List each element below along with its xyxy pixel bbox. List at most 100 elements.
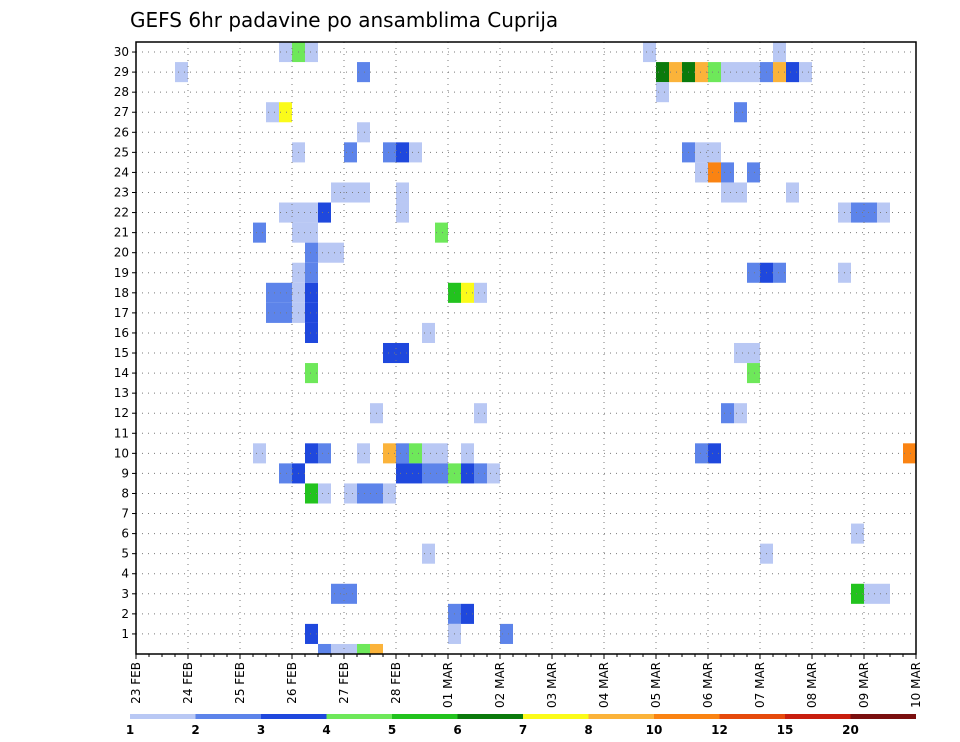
y-axis: 1234567891011121314151617181920212223242… (114, 45, 136, 641)
y-tick-label: 1 (121, 627, 129, 641)
y-tick-label: 13 (114, 386, 129, 400)
heatmap-cell (357, 443, 370, 464)
heatmap-cell (344, 643, 357, 654)
y-tick-label: 10 (114, 446, 129, 460)
heatmap-cell (383, 342, 409, 364)
heatmap-cell (357, 483, 370, 504)
x-tick-label: 08 MAR (805, 662, 819, 708)
heatmap-cell (422, 543, 435, 564)
heatmap-cell (383, 483, 396, 504)
heatmap-cell (786, 182, 799, 203)
x-tick-label: 03 MAR (545, 662, 559, 708)
heatmap-cell (474, 403, 487, 424)
x-tick-label: 25 FEB (233, 662, 247, 704)
heatmap-cell (773, 262, 786, 283)
colorbar-segment (195, 714, 261, 719)
heatmap-cell (266, 282, 292, 303)
heatmap-cell (747, 262, 760, 283)
heatmap-cell (305, 623, 318, 644)
heatmap-cell (435, 222, 448, 243)
colorbar-segment (719, 714, 785, 719)
colorbar: 1 2 3 4 5 6 7 8 10 12 15 20 (126, 714, 916, 737)
colorbar-segment (785, 714, 851, 719)
colorbar-segment (523, 714, 589, 719)
heatmap-cell (396, 182, 409, 203)
heatmap-cell (708, 443, 721, 464)
heatmap-cell (409, 142, 422, 163)
gridlines (136, 42, 916, 654)
colorbar-segment (588, 714, 654, 719)
heatmap-cell (370, 643, 383, 654)
heatmap-cell (461, 282, 474, 303)
y-tick-label: 16 (114, 326, 129, 340)
heatmap-cell (305, 242, 318, 263)
heatmap-cell (851, 523, 864, 544)
heatmap-cell (799, 62, 812, 83)
heatmap-cell (721, 182, 747, 203)
y-tick-label: 25 (114, 145, 129, 159)
heatmap-cell (461, 443, 474, 464)
heatmap-cell (422, 463, 448, 484)
heatmap-cell (734, 342, 760, 364)
heatmap-cell (422, 322, 435, 343)
heatmap-cell (409, 443, 422, 464)
colorbar-segment (457, 714, 523, 719)
y-tick-label: 14 (114, 366, 129, 380)
heatmap-cell (175, 62, 188, 83)
colorbar-label: 20 (842, 723, 859, 737)
colorbar-label: 10 (646, 723, 663, 737)
heatmap-cell (877, 202, 890, 223)
heatmap-cell (344, 182, 370, 203)
heatmap-cell (357, 643, 370, 654)
heatmap-cell (279, 102, 292, 123)
heatmap-cell (695, 62, 708, 83)
x-tick-label: 23 FEB (129, 662, 143, 704)
heatmap-cell (331, 583, 357, 604)
heatmap-cell (331, 182, 344, 203)
y-tick-label: 21 (114, 226, 129, 240)
x-tick-label: 26 FEB (285, 662, 299, 704)
heatmap-cell (305, 443, 318, 464)
heatmap-cell (474, 463, 487, 484)
x-tick-label: 01 MAR (441, 662, 455, 708)
y-tick-label: 5 (121, 547, 129, 561)
heatmap-cells (175, 42, 916, 654)
heatmap-cell (305, 302, 318, 323)
x-tick-label: 09 MAR (857, 662, 871, 708)
heatmap-cell (708, 62, 721, 83)
heatmap-cell (266, 302, 292, 323)
x-tick-label: 06 MAR (701, 662, 715, 708)
colorbar-label: 2 (191, 723, 199, 737)
heatmap-cell (669, 62, 682, 83)
colorbar-label: 6 (453, 723, 461, 737)
y-tick-label: 23 (114, 185, 129, 199)
heatmap-cell (396, 202, 409, 223)
heatmap-cell (279, 463, 292, 484)
x-tick-label: 27 FEB (337, 662, 351, 704)
heatmap-cell (851, 583, 864, 604)
colorbar-segment (654, 714, 720, 719)
heatmap-cell (383, 142, 396, 163)
y-tick-label: 2 (121, 607, 129, 621)
colorbar-label: 8 (584, 723, 592, 737)
heatmap-cell (422, 443, 448, 464)
heatmap-cell (721, 62, 760, 83)
heatmap-cell (695, 162, 708, 183)
heatmap-cell (266, 102, 279, 123)
colorbar-label: 1 (126, 723, 134, 737)
heatmap-cell (383, 443, 396, 464)
y-tick-label: 30 (114, 45, 129, 59)
x-tick-label: 07 MAR (753, 662, 767, 708)
heatmap-cell (747, 162, 760, 183)
y-tick-label: 15 (114, 346, 129, 360)
heatmap-cell (253, 443, 266, 464)
colorbar-label: 15 (777, 723, 794, 737)
colorbar-label: 3 (257, 723, 265, 737)
y-tick-label: 28 (114, 85, 129, 99)
y-tick-label: 6 (121, 527, 129, 541)
heatmap-cell (344, 142, 357, 163)
heatmap-cell (851, 202, 877, 223)
heatmap-cell (747, 363, 760, 384)
y-tick-label: 27 (114, 105, 129, 119)
y-tick-label: 4 (121, 567, 129, 581)
